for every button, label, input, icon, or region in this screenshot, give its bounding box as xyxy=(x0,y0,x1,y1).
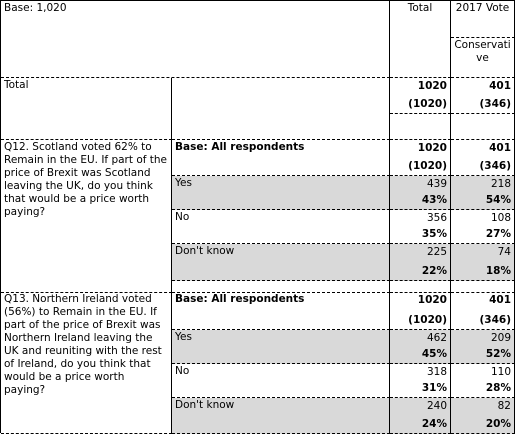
count: 110 xyxy=(490,366,511,378)
value-cell: 439 43% xyxy=(390,176,451,210)
value-cell: 318 31% xyxy=(390,364,451,398)
question-text: Q12. Scotland voted 62% to Remain in the… xyxy=(1,140,172,293)
value-cell: 401 (346) xyxy=(451,292,515,330)
share: 45% xyxy=(421,348,447,360)
row-label: Total xyxy=(1,78,172,140)
share: 52% xyxy=(485,348,511,360)
header-base: Base: 1,020 xyxy=(1,1,390,78)
empty-cell xyxy=(172,281,390,293)
label: Don't know xyxy=(175,245,235,257)
count: 462 xyxy=(426,332,447,344)
share: 31% xyxy=(421,382,447,394)
answer-label: Yes xyxy=(172,176,390,210)
count: 401 xyxy=(489,80,511,92)
answer-label: Don't know xyxy=(172,244,390,281)
header-total: Total xyxy=(390,1,451,78)
label: Base: All respondents xyxy=(175,293,305,305)
answer-label: Don't know xyxy=(172,398,390,434)
answer-label: No xyxy=(172,210,390,244)
label: Total xyxy=(4,79,29,91)
question: Q13. Northern Ireland voted (56%) to Rem… xyxy=(4,293,162,396)
value-cell: 218 54% xyxy=(451,176,515,210)
value-cell: 225 22% xyxy=(390,244,451,281)
column-title: Total xyxy=(407,2,433,14)
group-title: 2017 Vote xyxy=(455,2,510,14)
share: (1020) xyxy=(408,314,447,326)
count: 225 xyxy=(426,246,447,258)
value-cell: 1020 (1020) xyxy=(390,78,451,114)
count: 401 xyxy=(489,294,511,306)
empty-cell xyxy=(172,78,390,140)
label: Don't know xyxy=(175,399,235,411)
share: 27% xyxy=(485,228,511,240)
label: Yes xyxy=(175,331,192,343)
value-cell: 1020 (1020) xyxy=(390,292,451,330)
count: 356 xyxy=(426,212,447,224)
count: 82 xyxy=(497,400,511,412)
label: Yes xyxy=(175,177,192,189)
value-cell: 74 18% xyxy=(451,244,515,281)
share: (1020) xyxy=(408,98,447,110)
header-group: 2017 Vote xyxy=(451,1,515,38)
value-cell: 209 52% xyxy=(451,330,515,364)
value-cell: 462 45% xyxy=(390,330,451,364)
header-subgroup: Conservative xyxy=(451,38,515,78)
value-cell: 240 24% xyxy=(390,398,451,434)
value-cell: 401 (346) xyxy=(451,78,515,114)
share: 20% xyxy=(485,418,511,430)
value-cell: 1020 (1020) xyxy=(390,140,451,176)
value-cell: 108 27% xyxy=(451,210,515,244)
count: 401 xyxy=(489,142,511,154)
empty-cell xyxy=(390,114,451,140)
share: 22% xyxy=(421,265,447,277)
question-text: Q13. Northern Ireland voted (56%) to Rem… xyxy=(1,292,172,434)
count: 218 xyxy=(490,178,511,190)
label: No xyxy=(175,211,190,223)
count: 209 xyxy=(490,332,511,344)
answer-label: Yes xyxy=(172,330,390,364)
count: 1020 xyxy=(417,294,447,306)
label: Base: All respondents xyxy=(175,141,305,153)
base-label: Base: 1,020 xyxy=(4,2,67,14)
column-title: Conservative xyxy=(454,39,511,64)
share: (346) xyxy=(479,160,511,172)
value-cell: 356 35% xyxy=(390,210,451,244)
share: 18% xyxy=(485,265,511,277)
value-cell: 110 28% xyxy=(451,364,515,398)
count: 1020 xyxy=(417,80,447,92)
count: 318 xyxy=(426,366,447,378)
share: 43% xyxy=(421,194,447,206)
count: 240 xyxy=(426,400,447,412)
count: 1020 xyxy=(417,142,447,154)
count: 108 xyxy=(490,212,511,224)
count: 74 xyxy=(497,246,511,258)
empty-cell xyxy=(390,281,451,293)
share: 24% xyxy=(421,418,447,430)
share: (1020) xyxy=(408,160,447,172)
value-cell: 401 (346) xyxy=(451,140,515,176)
count: 439 xyxy=(426,178,447,190)
share: 28% xyxy=(485,382,511,394)
base-label: Base: All respondents xyxy=(172,140,390,176)
label: No xyxy=(175,365,190,377)
share: (346) xyxy=(479,98,511,110)
share: 35% xyxy=(421,228,447,240)
question: Q12. Scotland voted 62% to Remain in the… xyxy=(4,141,168,218)
base-label: Base: All respondents xyxy=(172,292,390,330)
value-cell: 82 20% xyxy=(451,398,515,434)
answer-label: No xyxy=(172,364,390,398)
share: 54% xyxy=(485,194,511,206)
share: (346) xyxy=(479,314,511,326)
empty-cell xyxy=(451,114,515,140)
